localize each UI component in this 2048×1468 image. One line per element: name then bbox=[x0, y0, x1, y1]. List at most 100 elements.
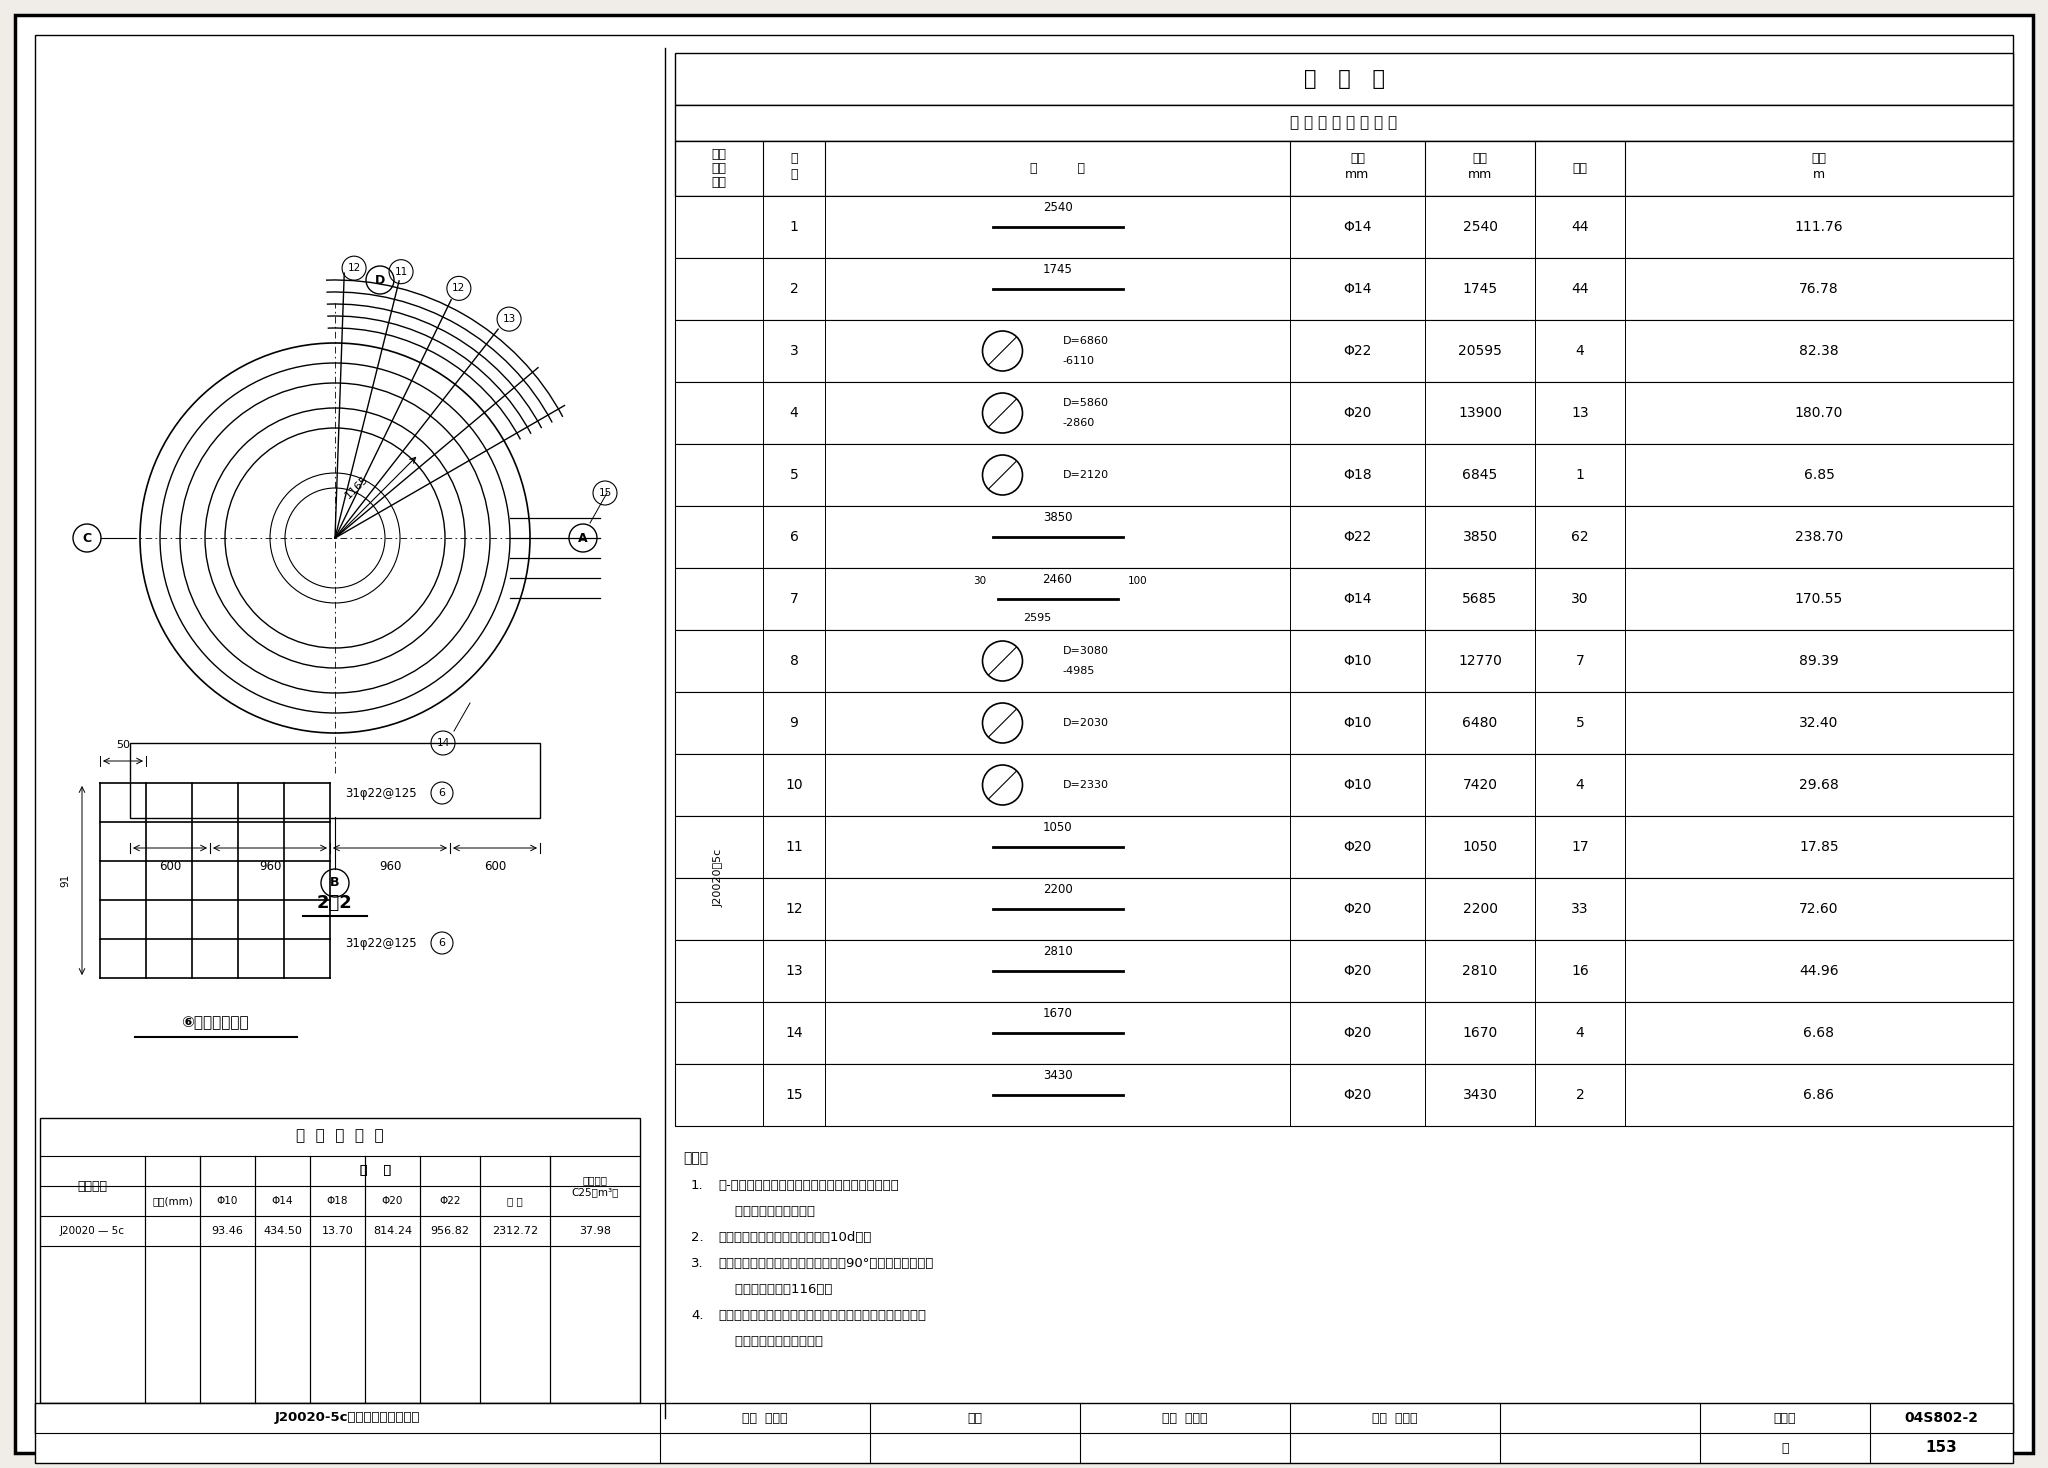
Bar bbox=[676, 320, 2013, 382]
Text: Φ20: Φ20 bbox=[1343, 964, 1372, 978]
Text: J20020 — 5c: J20020 — 5c bbox=[59, 1226, 125, 1236]
Text: 混凝土量
C25（m³）: 混凝土量 C25（m³） bbox=[571, 1176, 618, 1196]
Text: 材  料  用  量  表: 材 料 用 量 表 bbox=[297, 1129, 383, 1144]
Text: 3.: 3. bbox=[690, 1257, 705, 1270]
Text: 12770: 12770 bbox=[1458, 655, 1501, 668]
Bar bbox=[676, 506, 2013, 568]
Text: 1745: 1745 bbox=[1042, 263, 1073, 276]
Text: 4: 4 bbox=[1575, 1026, 1585, 1039]
Bar bbox=[676, 568, 2013, 630]
Text: Φ22: Φ22 bbox=[438, 1196, 461, 1207]
Text: 说明：: 说明： bbox=[682, 1151, 709, 1166]
Text: 6.85: 6.85 bbox=[1804, 468, 1835, 482]
Text: 170.55: 170.55 bbox=[1794, 592, 1843, 606]
Text: 4: 4 bbox=[1575, 778, 1585, 793]
Text: 1050: 1050 bbox=[1462, 840, 1497, 854]
Text: 9: 9 bbox=[791, 716, 799, 730]
Text: C: C bbox=[82, 531, 92, 545]
Text: 44: 44 bbox=[1571, 220, 1589, 233]
Text: 37.98: 37.98 bbox=[580, 1226, 610, 1236]
Text: 29.68: 29.68 bbox=[1798, 778, 1839, 793]
Text: 2200: 2200 bbox=[1462, 901, 1497, 916]
Text: 5: 5 bbox=[1575, 716, 1585, 730]
Text: 编: 编 bbox=[791, 151, 799, 164]
Text: m: m bbox=[1812, 167, 1825, 181]
Text: 长度: 长度 bbox=[1473, 151, 1487, 164]
Text: 图集号: 图集号 bbox=[1774, 1412, 1796, 1424]
Text: 814.24: 814.24 bbox=[373, 1226, 412, 1236]
Text: 238.70: 238.70 bbox=[1794, 530, 1843, 545]
Text: Φ14: Φ14 bbox=[272, 1196, 293, 1207]
Bar bbox=[676, 258, 2013, 320]
Text: Φ20: Φ20 bbox=[1343, 901, 1372, 916]
Text: 12: 12 bbox=[453, 283, 465, 294]
Text: 600: 600 bbox=[483, 860, 506, 873]
Text: Φ14: Φ14 bbox=[1343, 282, 1372, 297]
Text: Φ22: Φ22 bbox=[1343, 344, 1372, 358]
Text: -2860: -2860 bbox=[1063, 418, 1096, 429]
Text: -6110: -6110 bbox=[1063, 357, 1094, 366]
Text: 钢    筋: 钢 筋 bbox=[360, 1164, 391, 1177]
Text: 17.85: 17.85 bbox=[1800, 840, 1839, 854]
Text: Φ22: Φ22 bbox=[1343, 530, 1372, 545]
Text: 15: 15 bbox=[598, 487, 612, 498]
Bar bbox=[676, 53, 2013, 106]
Text: 11: 11 bbox=[395, 267, 408, 276]
Text: 后立即施工垫层和基础。: 后立即施工垫层和基础。 bbox=[719, 1334, 823, 1348]
Bar bbox=[676, 1064, 2013, 1126]
Text: 3: 3 bbox=[791, 344, 799, 358]
Text: 2460: 2460 bbox=[1042, 573, 1073, 586]
Bar bbox=[676, 940, 2013, 1003]
Text: 16: 16 bbox=[1571, 964, 1589, 978]
Text: A: A bbox=[578, 531, 588, 545]
Text: 总长: 总长 bbox=[1812, 151, 1827, 164]
Text: 页: 页 bbox=[1782, 1442, 1788, 1455]
Text: 1670: 1670 bbox=[1042, 1007, 1073, 1020]
Text: D: D bbox=[375, 273, 385, 286]
Text: D=5860: D=5860 bbox=[1063, 398, 1108, 408]
Text: 14: 14 bbox=[784, 1026, 803, 1039]
Text: 5685: 5685 bbox=[1462, 592, 1497, 606]
Text: 76.78: 76.78 bbox=[1800, 282, 1839, 297]
Bar bbox=[676, 443, 2013, 506]
Text: 2540: 2540 bbox=[1042, 201, 1073, 214]
Text: 2200: 2200 bbox=[1042, 882, 1073, 895]
Text: 13900: 13900 bbox=[1458, 407, 1501, 420]
Text: 72.60: 72.60 bbox=[1800, 901, 1839, 916]
Text: Φ20: Φ20 bbox=[1343, 407, 1372, 420]
Text: 4: 4 bbox=[791, 407, 799, 420]
Text: 13: 13 bbox=[1571, 407, 1589, 420]
Text: 956.82: 956.82 bbox=[430, 1226, 469, 1236]
Text: 44: 44 bbox=[1571, 282, 1589, 297]
Text: 直径: 直径 bbox=[1350, 151, 1366, 164]
Text: 校对  陈显声: 校对 陈显声 bbox=[1163, 1412, 1208, 1424]
Text: Φ14: Φ14 bbox=[1343, 592, 1372, 606]
Text: 审核  归燕石: 审核 归燕石 bbox=[741, 1412, 788, 1424]
Text: 式          样: 式 样 bbox=[1030, 161, 1085, 175]
Text: 号: 号 bbox=[791, 167, 799, 181]
Text: Φ20: Φ20 bbox=[1343, 1088, 1372, 1102]
Text: -4985: -4985 bbox=[1063, 666, 1096, 675]
Text: 直径(mm): 直径(mm) bbox=[152, 1196, 193, 1207]
Text: 11: 11 bbox=[784, 840, 803, 854]
Text: D=2030: D=2030 bbox=[1063, 718, 1108, 728]
Bar bbox=[41, 1119, 639, 1403]
Text: 2: 2 bbox=[1575, 1088, 1585, 1102]
Text: 13.70: 13.70 bbox=[322, 1226, 354, 1236]
Text: ⑥号钢筋布置图: ⑥号钢筋布置图 bbox=[180, 1016, 248, 1031]
Text: 校名: 校名 bbox=[967, 1412, 983, 1424]
Text: 04S802-2: 04S802-2 bbox=[1905, 1411, 1978, 1425]
Text: 2.: 2. bbox=[690, 1232, 705, 1243]
Text: mm: mm bbox=[1346, 167, 1370, 181]
Text: 111.76: 111.76 bbox=[1794, 220, 1843, 233]
Text: 6: 6 bbox=[791, 530, 799, 545]
Text: 3430: 3430 bbox=[1462, 1088, 1497, 1102]
Text: 一 个 构 件 的 钢 筋 表: 一 个 构 件 的 钢 筋 表 bbox=[1290, 116, 1397, 131]
Text: 6.86: 6.86 bbox=[1804, 1088, 1835, 1102]
Text: 44.96: 44.96 bbox=[1800, 964, 1839, 978]
Text: 10: 10 bbox=[784, 778, 803, 793]
Text: Φ10: Φ10 bbox=[1343, 778, 1372, 793]
Text: J20020－5c: J20020－5c bbox=[715, 849, 725, 907]
Bar bbox=[35, 1403, 2013, 1464]
Text: J20020-5c模板、配筋图（二）: J20020-5c模板、配筋图（二） bbox=[274, 1412, 420, 1424]
